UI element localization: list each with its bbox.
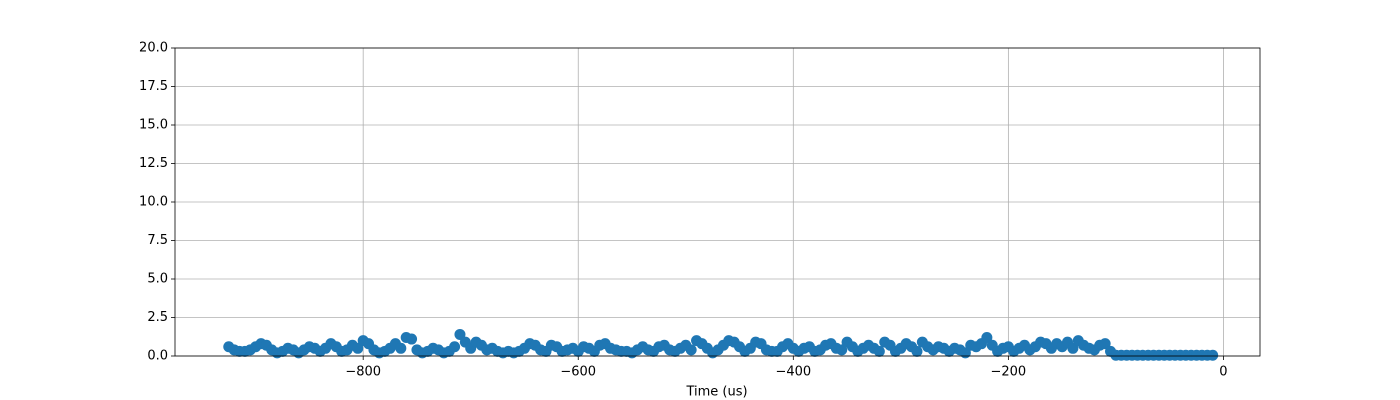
y-tick-label: 2.5 <box>147 310 168 325</box>
point <box>395 342 407 354</box>
point <box>454 328 466 340</box>
y-tick-label: 17.5 <box>139 79 168 94</box>
x-tick-label: −200 <box>991 365 1027 380</box>
x-tick-label: −600 <box>560 365 596 380</box>
y-tick-label: 0.0 <box>147 349 168 364</box>
point <box>406 333 418 345</box>
point <box>685 344 697 356</box>
point <box>981 332 993 344</box>
point <box>873 345 885 357</box>
point <box>836 344 848 356</box>
point <box>1067 342 1079 354</box>
y-tick-label: 15.0 <box>139 118 168 133</box>
x-axis-label: Time (us) <box>685 385 747 400</box>
point <box>1207 349 1219 361</box>
y-tick-label: 12.5 <box>139 156 168 171</box>
y-tick-label: 20.0 <box>139 41 168 56</box>
point <box>1099 338 1111 350</box>
point <box>449 341 461 353</box>
x-tick-label: −400 <box>775 365 811 380</box>
y-tick-label: 10.0 <box>139 195 168 210</box>
point <box>352 342 364 354</box>
point <box>911 345 923 357</box>
y-tick-label: 5.0 <box>147 272 168 287</box>
x-tick-label: −800 <box>345 365 381 380</box>
y-tick-label: 7.5 <box>147 233 168 248</box>
plot-frame <box>174 47 1261 357</box>
x-tick-label: 0 <box>1219 365 1227 380</box>
